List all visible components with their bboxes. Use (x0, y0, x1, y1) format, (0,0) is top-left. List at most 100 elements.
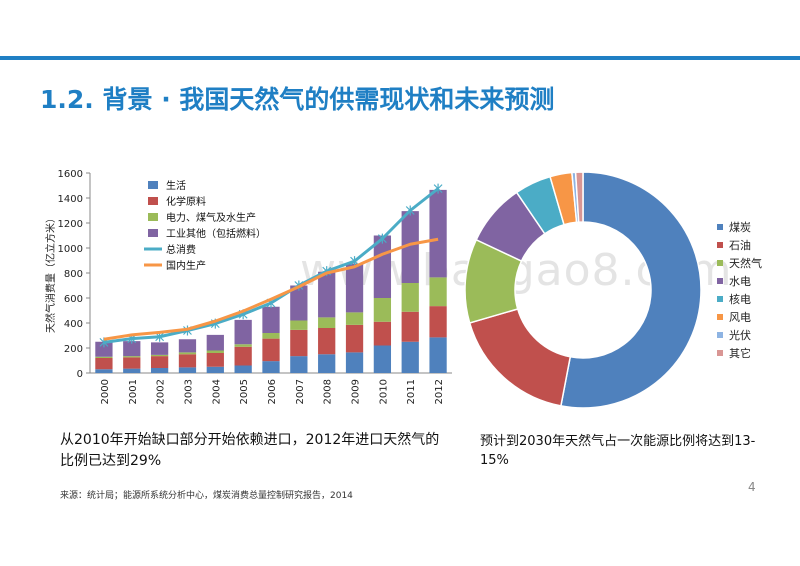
bar-segment (429, 306, 447, 338)
bar-segment (123, 357, 141, 369)
series-line (103, 237, 439, 341)
bar-segment (95, 341, 113, 357)
bar-segment (150, 354, 169, 357)
bar-segment (318, 271, 336, 318)
bar-segment (95, 358, 113, 370)
legend-swatch (717, 350, 723, 356)
y-tick-label: 1200 (58, 219, 83, 230)
bar-segment (234, 346, 252, 366)
bar-segment (429, 189, 447, 278)
bar-segment (206, 366, 224, 373)
x-tick-label: 2011 (406, 379, 417, 404)
x-tick-label: 2010 (378, 379, 389, 404)
legend-label: 风电 (729, 311, 751, 324)
y-tick-label: 1000 (58, 244, 83, 255)
bar-segment (150, 342, 169, 355)
stacked-bar-chart: 0 200 400 600 800 1000 1200 1400 1600 天然气消费量（亿立方米… (44, 169, 452, 404)
y-tick-label: 0 (77, 369, 83, 380)
bar-segment (318, 328, 336, 355)
bar-segment (345, 263, 364, 313)
legend-swatch (148, 197, 158, 205)
legend-swatch (717, 260, 723, 266)
y-tick-label: 1400 (58, 194, 83, 205)
line-marker (433, 183, 443, 194)
donut-slice (560, 171, 702, 409)
legend-label: 其它 (729, 346, 751, 360)
caption-forecast: 预计到2030年天然气占一次能源比例将达到13-15% (480, 434, 756, 468)
x-tick-label: 2006 (267, 379, 278, 404)
x-tick-label: 2007 (295, 379, 306, 404)
bar-segment (123, 341, 141, 357)
legend-label: 化学原料 (166, 195, 206, 208)
legend-swatch (148, 229, 158, 237)
bar-segment (345, 312, 364, 325)
bar-segment (290, 356, 308, 373)
legend-label: 天然气 (729, 256, 762, 270)
y-axis-title: 天然气消费量（亿立方米） (44, 213, 57, 333)
bar-segment (345, 352, 364, 373)
source-note: 来源：统计局；能源所系统分析中心，煤炭消费总量控制研究报告，2014 (60, 491, 353, 501)
line-marker (350, 256, 359, 267)
bar-segment (373, 321, 392, 346)
bar-segment (401, 341, 419, 373)
x-tick-label: 2005 (239, 379, 250, 404)
bar-segment (290, 320, 308, 330)
bar-segment (262, 361, 280, 373)
bar-segment (373, 298, 392, 322)
x-tick-label: 2001 (128, 379, 139, 404)
legend-swatch (717, 242, 723, 248)
legend-swatch (717, 332, 723, 338)
y-tick-label: 600 (64, 294, 83, 305)
header-rule (0, 56, 800, 60)
bar-segment (150, 356, 169, 368)
bar-segment (290, 329, 308, 357)
legend-label: 光伏 (729, 328, 751, 342)
y-tick-label: 400 (64, 319, 83, 330)
bar-segment (290, 285, 308, 321)
x-tick-label: 2004 (211, 379, 222, 404)
page-number: 4 (748, 480, 756, 494)
bar-segment (150, 368, 169, 373)
x-tick-label: 2008 (323, 379, 334, 404)
legend-label: 水电 (729, 275, 751, 288)
bar-segment (262, 306, 280, 333)
bar-segment (262, 333, 280, 339)
line-marker (377, 233, 387, 244)
bar-segment (401, 283, 419, 312)
bar-segment (234, 344, 252, 347)
legend-swatch (717, 224, 723, 230)
bar-segment (318, 354, 336, 373)
bar-segment (178, 354, 197, 368)
bar-segment (262, 338, 280, 362)
y-tick-label: 1600 (58, 169, 83, 180)
legend-label: 生活 (166, 179, 186, 192)
y-tick-label: 800 (64, 269, 83, 280)
donut-slice (574, 171, 584, 223)
bar-segment (401, 311, 419, 342)
bar-segment (429, 337, 447, 373)
bar-segment (345, 324, 364, 353)
x-tick-label: 2000 (100, 379, 111, 404)
legend-label: 煤炭 (729, 221, 751, 234)
x-tick-label: 2009 (351, 379, 362, 404)
legend-swatch (148, 213, 158, 221)
bar-segment (123, 368, 141, 373)
legend-swatch (717, 278, 723, 284)
bar-segment (178, 352, 197, 355)
bar-segment (429, 277, 447, 307)
y-tick-label: 200 (64, 344, 83, 355)
x-tick-label: 2012 (434, 379, 445, 404)
legend-label: 电力、煤气及水生产 (166, 211, 256, 224)
legend-swatch (717, 314, 723, 320)
bar-segment (206, 350, 224, 353)
legend-swatch (717, 296, 723, 302)
x-tick-label: 2002 (156, 379, 167, 404)
bar-segment (373, 345, 392, 373)
bar-segment (234, 365, 252, 373)
legend-label: 总消费 (166, 243, 196, 256)
bar-segment (234, 319, 252, 345)
bar-segment (178, 367, 197, 373)
legend-label: 国内生产 (166, 259, 206, 272)
bar-segment (178, 339, 197, 353)
